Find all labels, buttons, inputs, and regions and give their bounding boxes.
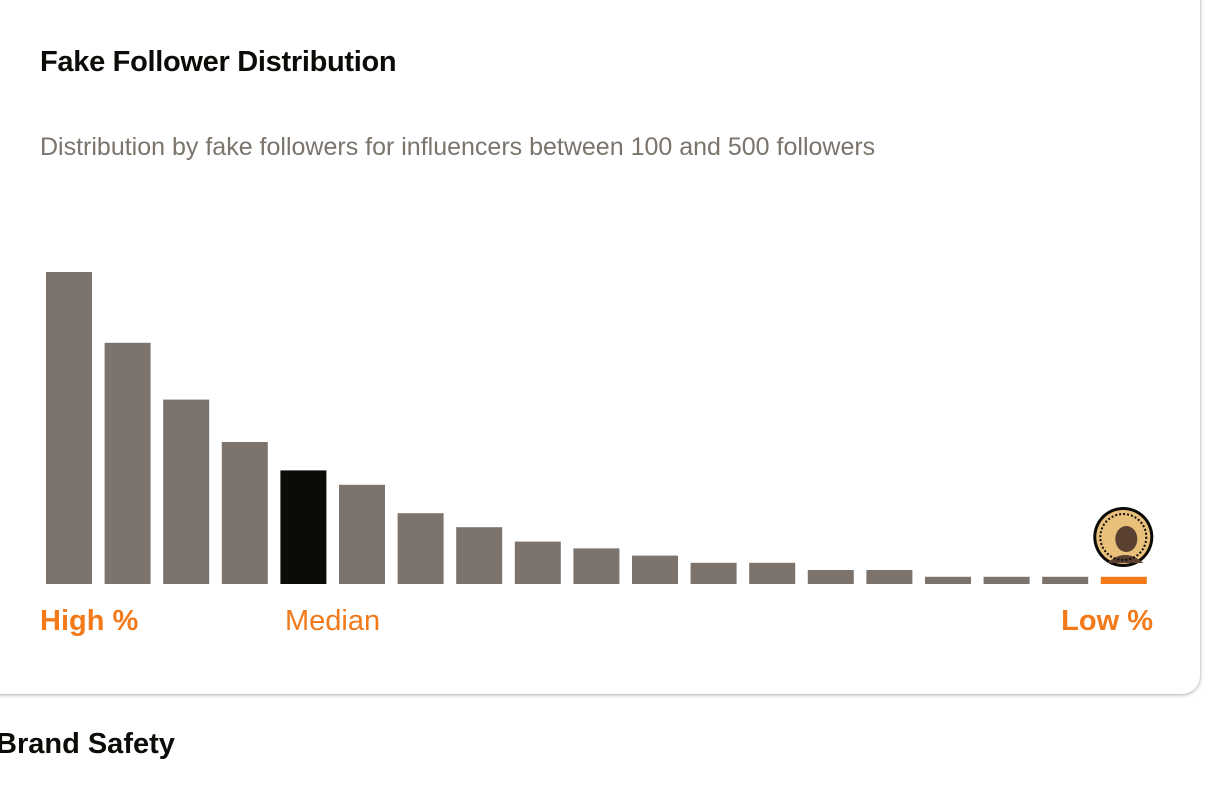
bar bbox=[690, 562, 737, 584]
bar-user bbox=[1100, 576, 1147, 584]
bar bbox=[397, 513, 444, 584]
axis-label-low: Low % bbox=[1061, 605, 1153, 637]
bar bbox=[1042, 576, 1089, 584]
bar bbox=[632, 555, 678, 584]
bar bbox=[983, 576, 1030, 584]
bar bbox=[749, 562, 796, 584]
bar bbox=[573, 548, 620, 584]
user-avatar-icon[interactable] bbox=[1093, 507, 1154, 567]
axis-label-median: Median bbox=[285, 605, 381, 637]
avatar-face bbox=[1115, 526, 1138, 552]
bar bbox=[925, 576, 971, 584]
bar bbox=[221, 442, 268, 584]
avatar-badge-ring bbox=[1099, 513, 1148, 561]
bar bbox=[339, 484, 385, 584]
card-subtitle: Distribution by fake followers for influ… bbox=[40, 133, 876, 161]
bar bbox=[46, 272, 92, 584]
bar bbox=[514, 541, 561, 584]
section-title-brand-safety: Brand Safety bbox=[0, 728, 175, 760]
axis-label-high: High % bbox=[40, 605, 139, 637]
bars-group bbox=[46, 272, 1147, 584]
bar bbox=[104, 342, 151, 584]
bar bbox=[456, 527, 503, 584]
bar bbox=[866, 570, 913, 584]
card-title: Fake Follower Distribution bbox=[40, 46, 397, 78]
bar-median bbox=[280, 470, 327, 584]
bar bbox=[163, 399, 210, 584]
bar bbox=[807, 570, 854, 584]
distribution-chart bbox=[46, 272, 1154, 584]
